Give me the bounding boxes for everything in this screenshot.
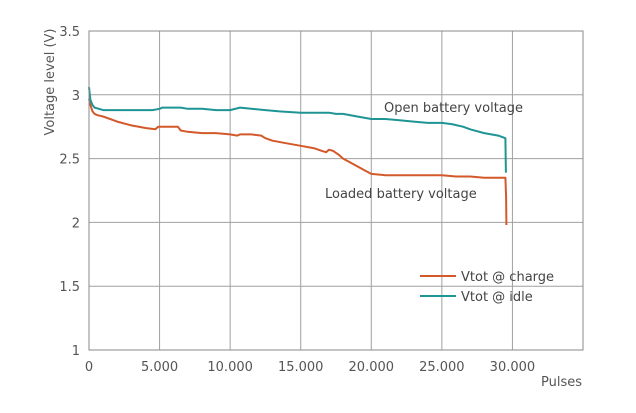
y-axis-label: Voltage level (V) (43, 29, 58, 136)
x-tick-label: 25.000 (419, 360, 465, 375)
y-tick-label: 3 (72, 89, 80, 104)
y-tick-label: 1.5 (59, 280, 80, 295)
x-tick-label: 20.000 (349, 360, 395, 375)
x-tick-label: 30.000 (490, 360, 536, 375)
x-tick-label: 5.000 (141, 360, 178, 375)
y-tick-label: 2.5 (59, 153, 80, 168)
legend-label-idle: Vtot @ idle (461, 290, 533, 305)
y-tick-label: 1 (72, 344, 80, 359)
series-line-charge (88, 98, 508, 226)
annotation-open-battery-voltage: Open battery voltage (384, 101, 523, 116)
legend: Vtot @ charge Vtot @ idle (420, 270, 554, 305)
x-axis-label: Pulses (541, 375, 582, 390)
legend-label-charge: Vtot @ charge (461, 270, 554, 285)
x-tick-label: 10.000 (207, 360, 253, 375)
x-tick-label: 15.000 (278, 360, 324, 375)
y-tick-labels: 1 1.5 2 2.5 3 3.5 (59, 25, 80, 359)
x-tick-label: 0 (85, 360, 93, 375)
x-tick-labels: 0 5.000 10.000 15.000 20.000 25.000 30.000 (85, 360, 535, 375)
series-lines (88, 86, 508, 226)
annotation-loaded-battery-voltage: Loaded battery voltage (325, 187, 477, 202)
series-line-idle (88, 86, 507, 173)
y-tick-label: 3.5 (59, 25, 80, 40)
y-tick-label: 2 (72, 216, 80, 231)
plot-frame (88, 30, 584, 351)
